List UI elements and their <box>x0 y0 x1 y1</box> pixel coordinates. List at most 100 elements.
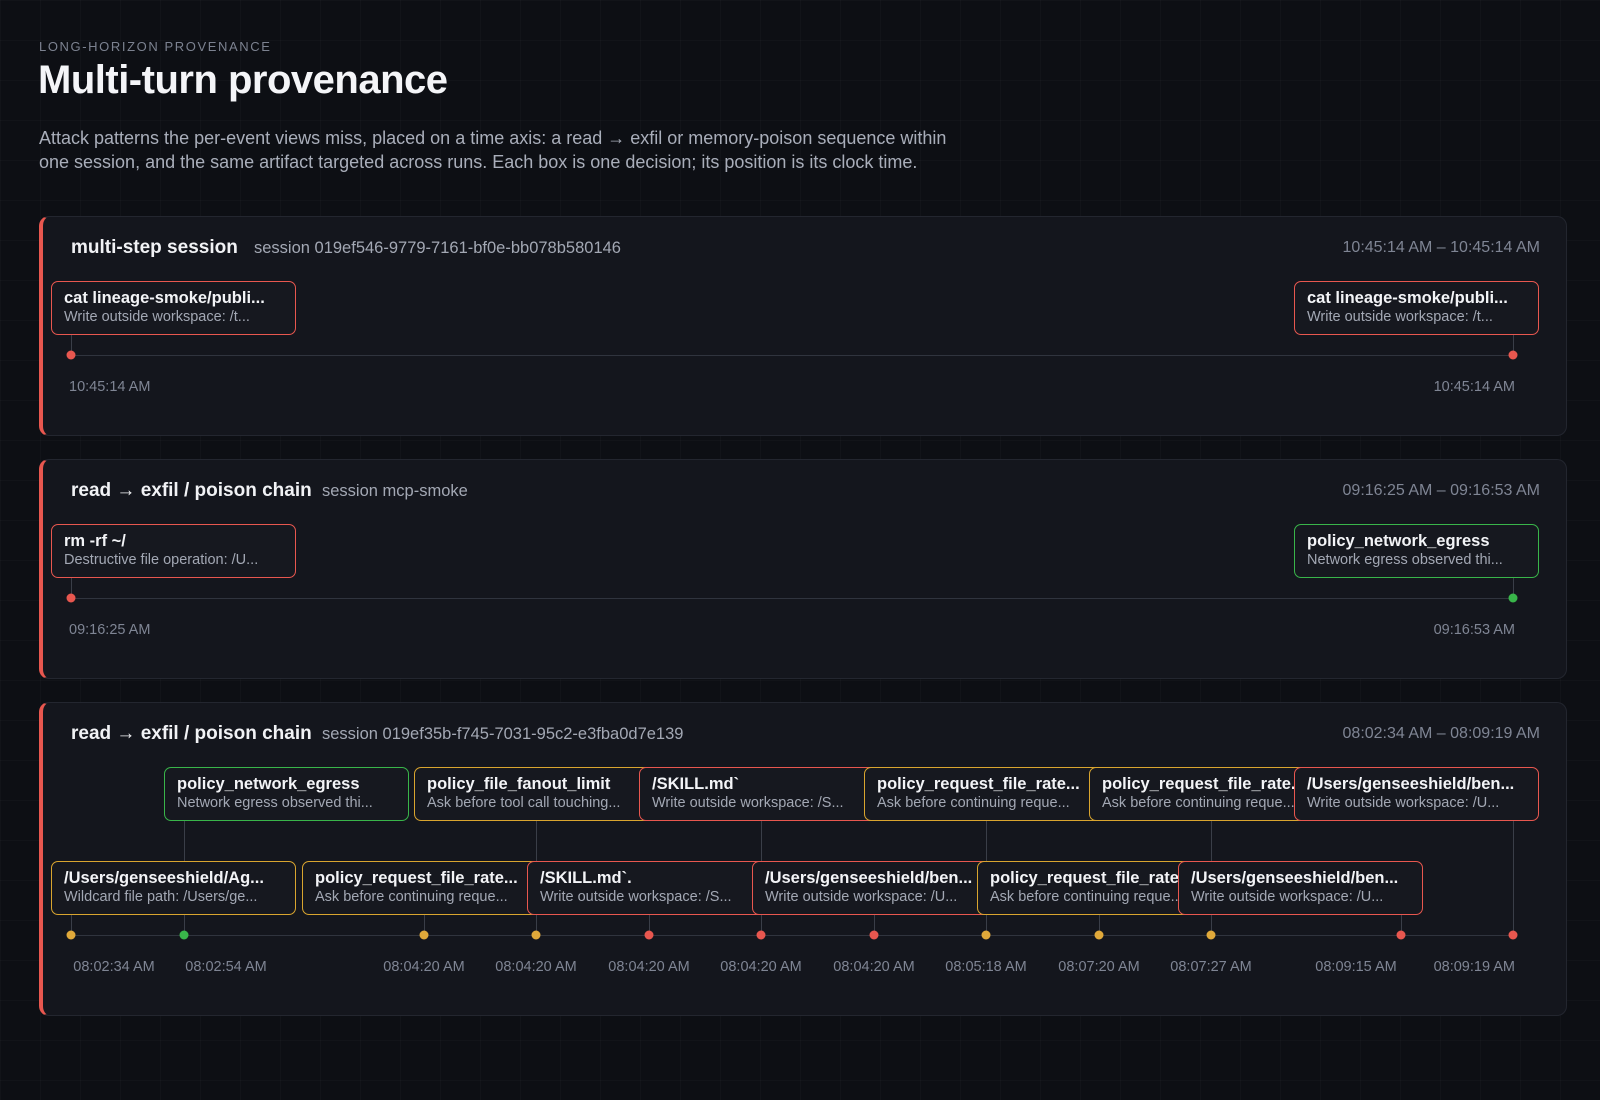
event-stem <box>71 578 72 598</box>
panel-time-range: 09:16:25 AM – 09:16:53 AM <box>1342 482 1540 499</box>
event-stem <box>1513 821 1514 935</box>
timeline-panel-read-exfil-chain-2: read → exfil / poison chain session 019e… <box>39 702 1567 1016</box>
page-title: Multi-turn provenance <box>38 58 448 102</box>
event-marker[interactable] <box>531 930 541 940</box>
event-subtitle: Ask before continuing reque... <box>877 795 1070 811</box>
event-title: /Users/genseeshield/Ag... <box>64 869 264 887</box>
event-title: policy_request_file_rate... <box>315 869 518 887</box>
event-box[interactable]: policy_request_file_rate... Ask before c… <box>1089 767 1334 821</box>
time-tick-label: 08:04:20 AM <box>720 959 802 975</box>
event-marker[interactable] <box>1508 593 1518 603</box>
time-tick-label: 08:02:54 AM <box>185 959 267 975</box>
event-box[interactable]: cat lineage-smoke/publi... Write outside… <box>51 281 296 335</box>
time-tick-label: 08:09:15 AM <box>1315 959 1397 975</box>
event-marker[interactable] <box>66 930 76 940</box>
event-stem <box>874 915 875 935</box>
event-marker[interactable] <box>1206 930 1216 940</box>
event-box[interactable]: policy_request_file_rate... Ask before c… <box>302 861 547 915</box>
time-tick-label: 08:04:20 AM <box>833 959 915 975</box>
event-marker[interactable] <box>1094 930 1104 940</box>
event-title: /Users/genseeshield/ben... <box>1191 869 1399 887</box>
event-marker[interactable] <box>66 593 76 603</box>
panel-time-range: 08:02:34 AM – 08:09:19 AM <box>1342 725 1540 742</box>
event-marker[interactable] <box>1396 930 1406 940</box>
time-tick-label: 08:05:18 AM <box>945 959 1027 975</box>
event-stem <box>1099 915 1100 935</box>
time-tick-label: 10:45:14 AM <box>1433 379 1515 395</box>
event-title: policy_network_egress <box>177 775 360 793</box>
panel-title: read → exfil / poison chain <box>71 480 312 501</box>
event-subtitle: Write outside workspace: /U... <box>1191 889 1384 905</box>
event-marker[interactable] <box>179 930 189 940</box>
event-box[interactable]: /Users/genseeshield/ben... Write outside… <box>1178 861 1423 915</box>
event-marker[interactable] <box>869 930 879 940</box>
time-axis <box>71 355 1513 356</box>
event-title: policy_file_fanout_limit <box>427 775 611 793</box>
event-subtitle: Write outside workspace: /S... <box>540 889 732 905</box>
event-title: /Users/genseeshield/ben... <box>1307 775 1515 793</box>
event-subtitle: Destructive file operation: /U... <box>64 552 259 568</box>
panel-title: multi-step session <box>71 237 238 258</box>
time-tick-label: 10:45:14 AM <box>69 379 151 395</box>
event-marker[interactable] <box>756 930 766 940</box>
panel-time-range: 10:45:14 AM – 10:45:14 AM <box>1342 239 1540 256</box>
event-subtitle: Write outside workspace: /t... <box>64 309 250 325</box>
event-subtitle: Network egress observed thi... <box>177 795 373 811</box>
event-subtitle: Ask before tool call touching... <box>427 795 621 811</box>
time-tick-label: 08:07:20 AM <box>1058 959 1140 975</box>
time-tick-label: 08:02:34 AM <box>73 959 155 975</box>
event-marker[interactable] <box>1508 930 1518 940</box>
time-tick-label: 08:04:20 AM <box>495 959 577 975</box>
event-title: policy_request_file_rate... <box>1102 775 1305 793</box>
event-subtitle: Write outside workspace: /S... <box>652 795 844 811</box>
event-marker[interactable] <box>419 930 429 940</box>
event-stem <box>71 335 72 355</box>
time-tick-label: 09:16:25 AM <box>69 622 151 638</box>
event-box[interactable]: /Users/genseeshield/ben... Write outside… <box>752 861 997 915</box>
event-box[interactable]: policy_network_egress Network egress obs… <box>1294 524 1539 578</box>
event-marker[interactable] <box>1508 350 1518 360</box>
event-subtitle: Ask before continuing reque... <box>315 889 508 905</box>
event-box[interactable]: /SKILL.md` Write outside workspace: /S..… <box>639 767 884 821</box>
time-tick-label: 08:07:27 AM <box>1170 959 1252 975</box>
event-box[interactable]: policy_file_fanout_limit Ask before tool… <box>414 767 659 821</box>
event-title: cat lineage-smoke/publi... <box>1307 289 1508 307</box>
panel-session-id: session 019ef35b-f745-7031-95c2-e3fba0d7… <box>322 725 684 743</box>
timeline-panel-multi-step-session: multi-step session session 019ef546-9779… <box>39 216 1567 436</box>
event-title: /SKILL.md` <box>652 775 740 793</box>
event-marker[interactable] <box>981 930 991 940</box>
event-box[interactable]: policy_network_egress Network egress obs… <box>164 767 409 821</box>
page-description: Attack patterns the per-event views miss… <box>39 128 947 172</box>
event-subtitle: Ask before continuing reque... <box>990 889 1183 905</box>
event-title: /Users/genseeshield/ben... <box>765 869 973 887</box>
event-box[interactable]: cat lineage-smoke/publi... Write outside… <box>1294 281 1539 335</box>
time-tick-label: 08:04:20 AM <box>383 959 465 975</box>
timeline-panel-read-exfil-chain: read → exfil / poison chain session mcp-… <box>39 459 1567 679</box>
time-tick-label: 09:16:53 AM <box>1433 622 1515 638</box>
event-marker[interactable] <box>644 930 654 940</box>
panel-session-id: session 019ef546-9779-7161-bf0e-bb078b58… <box>254 239 621 257</box>
time-tick-label: 08:04:20 AM <box>608 959 690 975</box>
event-box[interactable]: rm -rf ~/ Destructive file operation: /U… <box>51 524 296 578</box>
time-axis <box>71 598 1513 599</box>
event-subtitle: Write outside workspace: /t... <box>1307 309 1493 325</box>
event-box[interactable]: /SKILL.md`. Write outside workspace: /S.… <box>527 861 772 915</box>
eyebrow-label: LONG-HORIZON PROVENANCE <box>39 39 272 54</box>
event-title: policy_network_egress <box>1307 532 1490 550</box>
event-title: rm -rf ~/ <box>64 532 126 550</box>
event-marker[interactable] <box>66 350 76 360</box>
event-title: policy_request_file_rate... <box>877 775 1080 793</box>
event-title: cat lineage-smoke/publi... <box>64 289 265 307</box>
event-box[interactable]: policy_request_file_rate... Ask before c… <box>864 767 1109 821</box>
event-subtitle: Network egress observed thi... <box>1307 552 1503 568</box>
event-stem <box>1513 578 1514 598</box>
event-stem <box>424 915 425 935</box>
time-tick-label: 08:09:19 AM <box>1433 959 1515 975</box>
event-stem <box>649 915 650 935</box>
event-stem <box>1401 915 1402 935</box>
event-subtitle: Write outside workspace: /U... <box>1307 795 1500 811</box>
event-stem <box>71 915 72 935</box>
event-box[interactable]: /Users/genseeshield/Ag... Wildcard file … <box>51 861 296 915</box>
event-box[interactable]: /Users/genseeshield/ben... Write outside… <box>1294 767 1539 821</box>
panel-title: read → exfil / poison chain <box>71 723 312 744</box>
